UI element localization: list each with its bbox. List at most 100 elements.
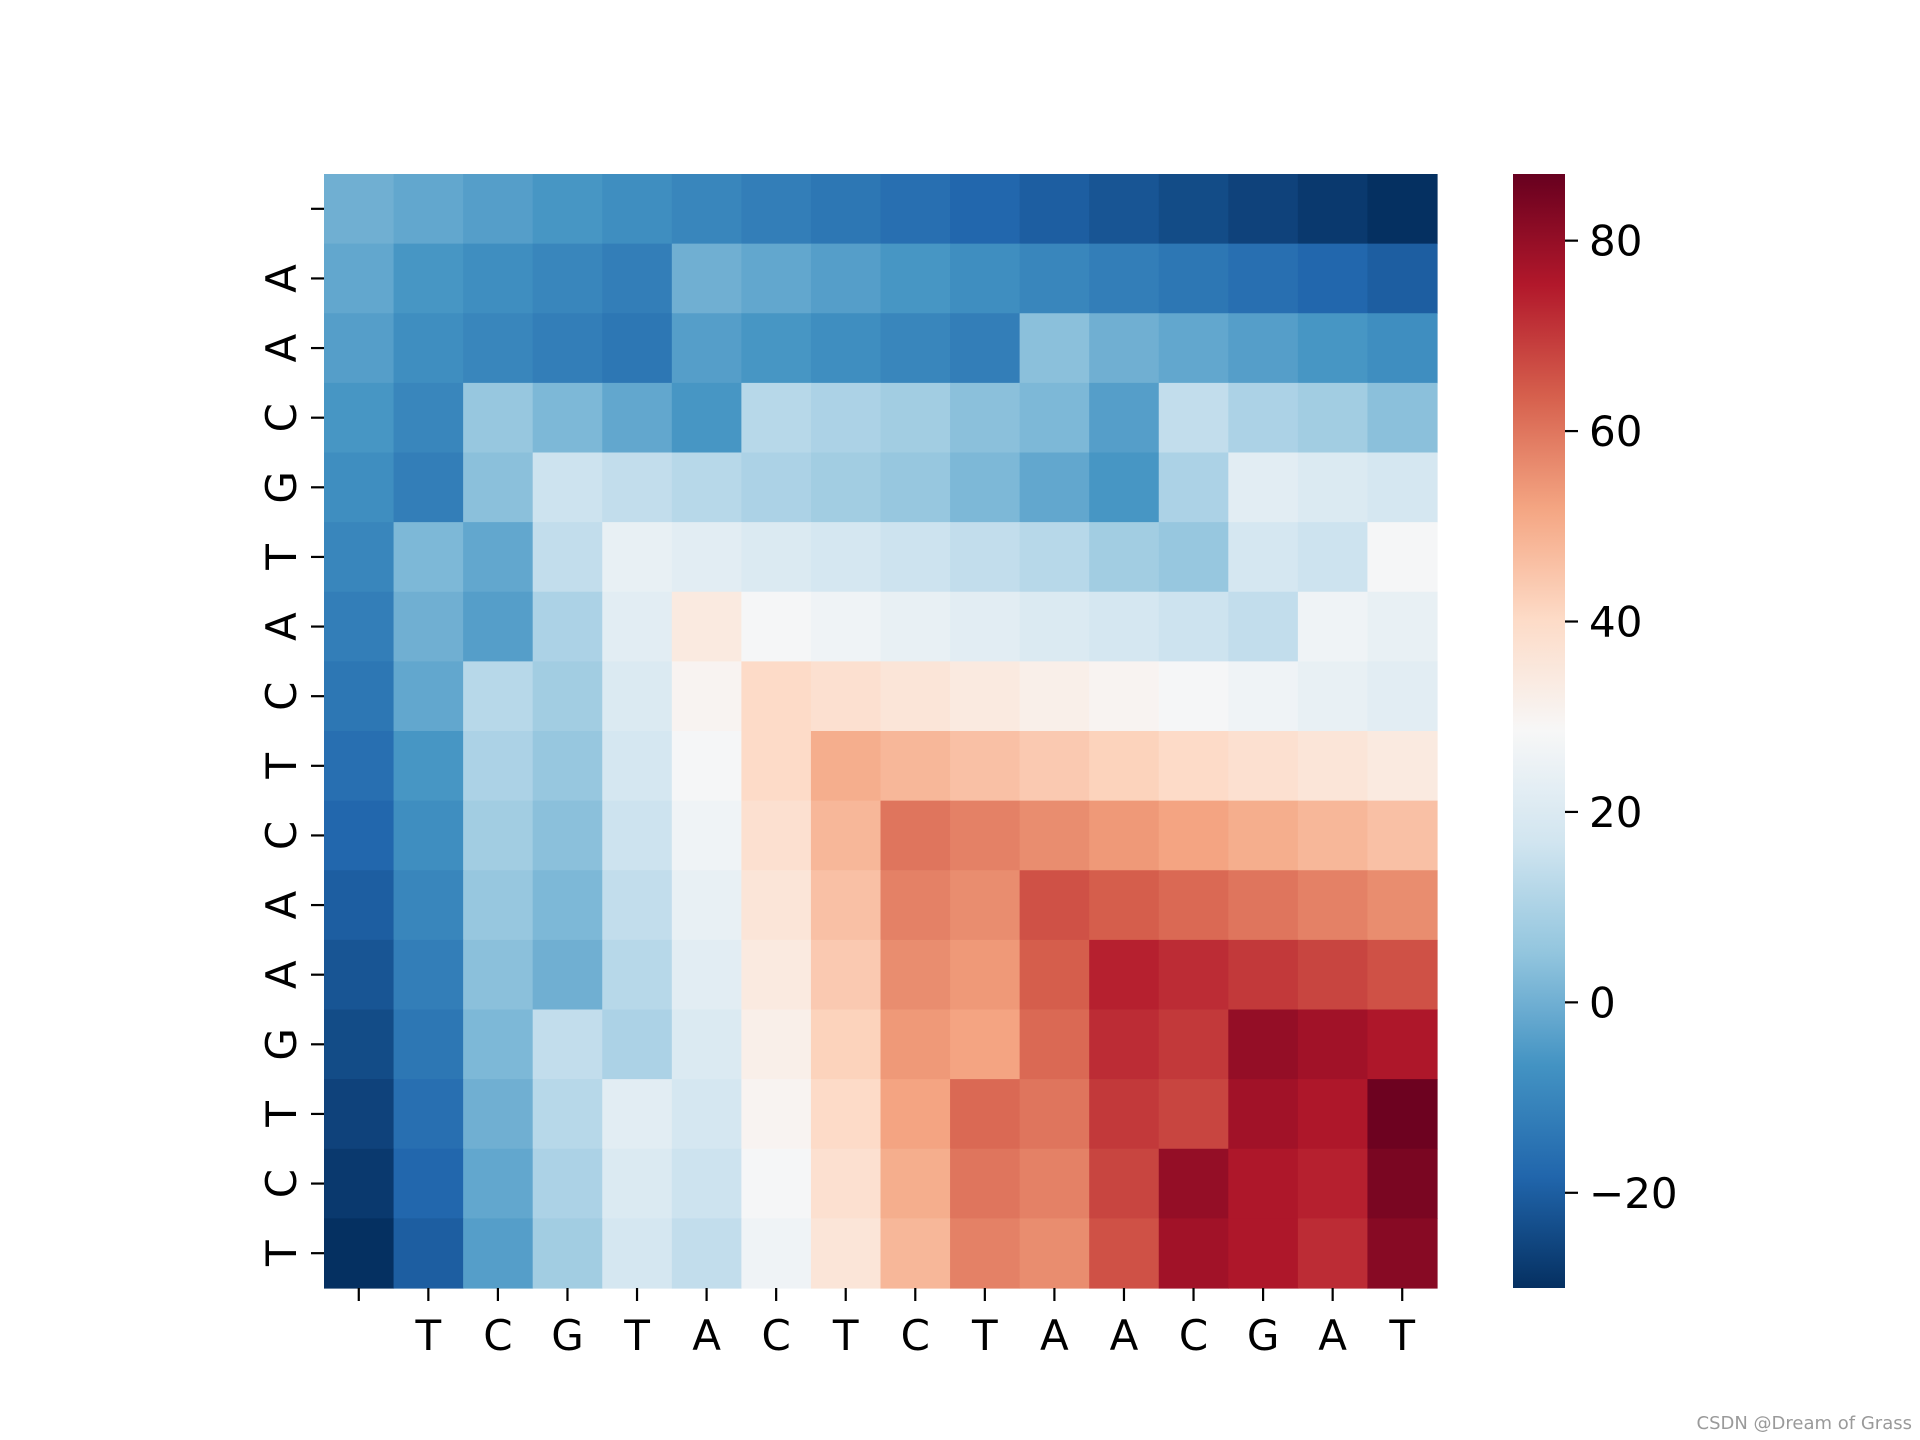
heatmap-cell bbox=[1158, 800, 1229, 871]
heatmap-cell bbox=[1228, 382, 1299, 454]
heatmap-cell bbox=[880, 800, 951, 871]
heatmap-cell bbox=[1228, 1148, 1299, 1219]
heatmap-cell bbox=[1297, 1148, 1369, 1219]
heatmap-cell bbox=[532, 313, 603, 384]
heatmap-cell bbox=[810, 313, 882, 384]
heatmap-cell bbox=[1089, 1148, 1160, 1219]
heatmap-cell bbox=[463, 731, 534, 802]
heatmap-cell bbox=[532, 800, 603, 871]
heatmap-cell bbox=[671, 800, 742, 871]
heatmap-cell bbox=[532, 870, 603, 941]
heatmap-cell bbox=[532, 731, 603, 802]
y-tick-label: T bbox=[257, 544, 306, 571]
heatmap-cell bbox=[741, 174, 812, 245]
heatmap-cell bbox=[324, 1079, 395, 1150]
heatmap-cell bbox=[950, 870, 1021, 941]
y-tick-label: T bbox=[257, 1240, 306, 1267]
heatmap-cell bbox=[602, 243, 673, 314]
heatmap-cell bbox=[1228, 1218, 1299, 1289]
heatmap-cell bbox=[1089, 1079, 1160, 1150]
heatmap-cell bbox=[602, 1009, 673, 1080]
heatmap-cell bbox=[1228, 661, 1299, 732]
heatmap-cell bbox=[463, 452, 534, 523]
heatmap-cell bbox=[1089, 731, 1160, 802]
heatmap-cell bbox=[880, 243, 951, 314]
heatmap-cell bbox=[1297, 522, 1369, 593]
heatmap-cell bbox=[393, 522, 464, 593]
heatmap-cell bbox=[810, 452, 882, 523]
heatmap-cell bbox=[810, 1148, 882, 1219]
x-tick-label: A bbox=[1040, 1311, 1069, 1360]
heatmap-cell bbox=[1089, 313, 1160, 384]
y-tick-label: A bbox=[257, 612, 306, 641]
heatmap-cell bbox=[602, 382, 673, 454]
heatmap-cell bbox=[532, 243, 603, 314]
heatmap-cell bbox=[324, 1218, 395, 1289]
heatmap-cell bbox=[532, 174, 603, 245]
heatmap-cell bbox=[1367, 522, 1438, 593]
heatmap-cell bbox=[880, 591, 951, 662]
y-tick-label: A bbox=[257, 333, 306, 362]
heatmap-cell bbox=[393, 382, 464, 454]
heatmap-cell bbox=[602, 731, 673, 802]
y-tick-label: G bbox=[257, 471, 306, 504]
y-tick-label: A bbox=[257, 960, 306, 989]
heatmap-cell bbox=[671, 1218, 742, 1289]
heatmap-cell bbox=[1297, 1009, 1369, 1080]
heatmap-cell bbox=[741, 313, 812, 384]
heatmap-cell bbox=[671, 1148, 742, 1219]
heatmap-cell bbox=[671, 1079, 742, 1150]
heatmap-cell bbox=[532, 1009, 603, 1080]
heatmap-cell bbox=[324, 800, 395, 871]
heatmap-cell bbox=[741, 939, 812, 1011]
heatmap-cell bbox=[1367, 731, 1438, 802]
heatmap-cell bbox=[1019, 174, 1090, 245]
heatmap-cell bbox=[602, 174, 673, 245]
heatmap-cell bbox=[1158, 1009, 1229, 1080]
heatmap-cell bbox=[1228, 939, 1299, 1011]
heatmap-cell bbox=[1158, 1148, 1229, 1219]
heatmap-cell bbox=[602, 661, 673, 732]
heatmap-cell bbox=[393, 800, 464, 871]
heatmap-cell bbox=[1367, 1148, 1438, 1219]
heatmap-cell bbox=[324, 243, 395, 314]
heatmap-cell bbox=[671, 382, 742, 454]
heatmap-cell bbox=[810, 1009, 882, 1080]
heatmap-cell bbox=[602, 591, 673, 662]
heatmap-cell bbox=[324, 522, 395, 593]
heatmap-cell bbox=[880, 174, 951, 245]
heatmap-cell bbox=[671, 661, 742, 732]
y-tick-label: C bbox=[257, 403, 306, 432]
heatmap-cell bbox=[393, 1009, 464, 1080]
heatmap-cell bbox=[393, 174, 464, 245]
heatmap-cell bbox=[950, 243, 1021, 314]
heatmap-cell bbox=[741, 1079, 812, 1150]
heatmap-cell bbox=[741, 731, 812, 802]
heatmap-cell bbox=[602, 522, 673, 593]
heatmap-cell bbox=[1367, 939, 1438, 1011]
heatmap-cell bbox=[463, 1009, 534, 1080]
x-tick-label: T bbox=[832, 1311, 859, 1360]
heatmap-cell bbox=[463, 522, 534, 593]
heatmap-cell bbox=[810, 1079, 882, 1150]
heatmap-cell bbox=[1297, 452, 1369, 523]
x-tick-label: G bbox=[1247, 1311, 1280, 1360]
heatmap-cell bbox=[1297, 174, 1369, 245]
heatmap-cell bbox=[532, 661, 603, 732]
heatmap-cell bbox=[1228, 522, 1299, 593]
heatmap-cell bbox=[1019, 243, 1090, 314]
colorbar-tick-label: −20 bbox=[1589, 1169, 1678, 1218]
heatmap-cell bbox=[741, 661, 812, 732]
heatmap-cell bbox=[1089, 591, 1160, 662]
heatmap-cell bbox=[324, 1148, 395, 1219]
heatmap-cell bbox=[1019, 870, 1090, 941]
heatmap-cell bbox=[741, 1009, 812, 1080]
heatmap-cell bbox=[810, 1218, 882, 1289]
heatmap-cell bbox=[671, 1009, 742, 1080]
heatmap-cell bbox=[602, 313, 673, 384]
heatmap-cells bbox=[324, 174, 1438, 1289]
x-tick-label: C bbox=[483, 1311, 512, 1360]
heatmap-cell bbox=[1228, 870, 1299, 941]
heatmap-cell bbox=[1297, 800, 1369, 871]
